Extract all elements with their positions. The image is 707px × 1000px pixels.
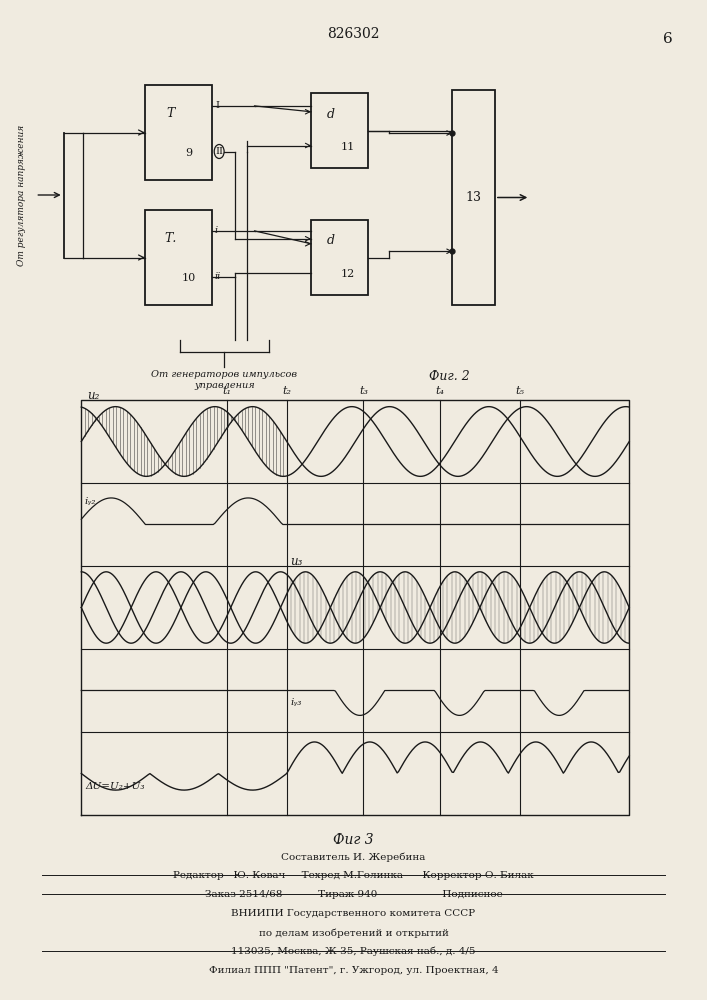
Text: t₄: t₄	[436, 386, 445, 396]
Text: 11: 11	[341, 142, 355, 152]
Text: t₂: t₂	[282, 386, 291, 396]
Text: 10: 10	[182, 273, 196, 283]
Text: t₁: t₁	[222, 386, 231, 396]
Text: I: I	[215, 101, 219, 110]
Bar	[452, 90, 495, 305]
Text: От регулятора напряжения: От регулятора напряжения	[17, 124, 25, 266]
Text: Заказ 2514/68           Тираж 940                    Подписное: Заказ 2514/68 Тираж 940 Подписное	[204, 890, 503, 899]
Text: 9: 9	[185, 148, 192, 158]
Text: Составитель И. Жеребина: Составитель И. Жеребина	[281, 852, 426, 861]
Text: Филиал ППП "Патент", г. Ужгород, ул. Проектная, 4: Филиал ППП "Патент", г. Ужгород, ул. Про…	[209, 966, 498, 975]
Text: ΔU=U₂+U₃: ΔU=U₂+U₃	[85, 782, 144, 791]
Text: iᵧ₃: iᵧ₃	[291, 698, 302, 707]
Text: d: d	[327, 107, 335, 120]
Text: 6: 6	[663, 32, 673, 46]
Text: 13: 13	[466, 191, 481, 204]
Text: Фиг 3: Фиг 3	[333, 833, 374, 847]
Bar	[145, 85, 212, 180]
Text: 113035, Москва, Ж-35, Раушская наб., д. 4/5: 113035, Москва, Ж-35, Раушская наб., д. …	[231, 947, 476, 956]
Text: 826302: 826302	[327, 27, 380, 41]
Text: Т: Т	[166, 107, 175, 120]
Text: u₃: u₃	[291, 555, 303, 568]
Text: От генераторов импульсов
управления: От генераторов импульсов управления	[151, 370, 298, 390]
Text: 12: 12	[341, 269, 355, 279]
Bar	[311, 220, 368, 295]
Text: II: II	[215, 147, 223, 156]
Text: t₃: t₃	[359, 386, 368, 396]
Text: ВНИИПИ Государственного комитета СССР: ВНИИПИ Государственного комитета СССР	[231, 909, 476, 918]
Text: по делам изобретений и открытий: по делам изобретений и открытий	[259, 928, 448, 938]
Text: d: d	[327, 234, 335, 247]
Bar	[311, 93, 368, 168]
Text: Фиг. 2: Фиг. 2	[428, 370, 469, 383]
Text: u₂: u₂	[87, 389, 100, 402]
Text: Т.: Т.	[164, 232, 177, 245]
Text: i: i	[215, 226, 218, 235]
Bar	[145, 210, 212, 305]
Text: iᵧ₂: iᵧ₂	[85, 497, 96, 506]
Text: t₅: t₅	[515, 386, 524, 396]
Text: Редактор   Ю. Ковач     Техред М.Голинка      Корректор О. Билак: Редактор Ю. Ковач Техред М.Голинка Корре…	[173, 871, 534, 880]
Text: ii: ii	[215, 272, 221, 281]
